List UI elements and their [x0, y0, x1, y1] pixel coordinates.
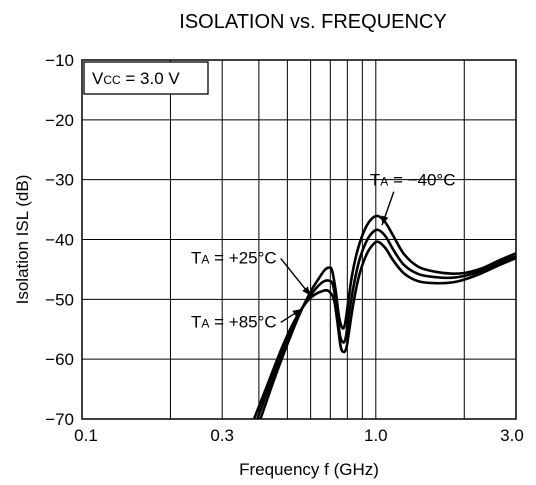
condition-box [83, 61, 209, 95]
annotation-label: TA = +25°C [191, 248, 277, 267]
y-axis-label: Isolation ISL (dB) [13, 175, 32, 305]
plot-frame [81, 59, 517, 420]
condition-label: VCC = 3.0 V [92, 69, 180, 88]
x-tick-label: 0.1 [74, 426, 98, 445]
x-axis-label: Frequency f (GHz) [239, 460, 379, 479]
annotation-arrowhead [302, 286, 311, 296]
series-line-0 [259, 214, 516, 419]
series-line-1 [256, 228, 516, 419]
y-tick-label: −70 [45, 410, 74, 429]
x-tick-label: 3.0 [500, 426, 524, 445]
y-tick-label: −40 [45, 231, 74, 250]
annotation-arrowhead [292, 308, 302, 317]
x-tick-label: 1.0 [364, 426, 388, 445]
series-line-2 [252, 240, 516, 419]
y-tick-label: −10 [45, 51, 74, 70]
y-tick-label: −20 [45, 111, 74, 130]
annotation-arrowhead [381, 215, 389, 226]
y-tick-label: −50 [45, 290, 74, 309]
y-tick-label: −60 [45, 350, 74, 369]
chart-title: ISOLATION vs. FREQUENCY [179, 11, 446, 33]
x-tick-label: 0.3 [210, 426, 234, 445]
y-tick-label: −30 [45, 171, 74, 190]
annotation-label: TA = +85°C [191, 312, 277, 331]
annotation-label: TA = −40°C [370, 171, 456, 190]
